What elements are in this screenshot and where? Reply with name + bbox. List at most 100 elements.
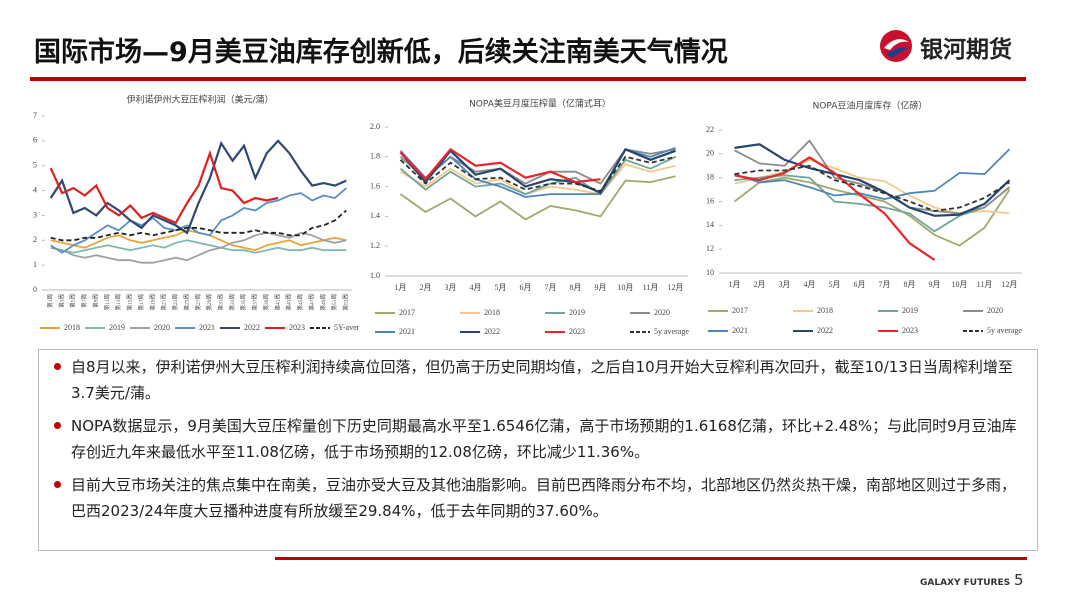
x-tick-label: 第23周 xyxy=(171,294,179,311)
x-tick-label: 第31周 xyxy=(217,294,225,311)
y-tick-label: 6 xyxy=(33,136,37,145)
y-tick-label: 18 xyxy=(706,172,714,181)
x-tick-label: 第41周 xyxy=(273,294,281,311)
x-tick-label: 第35周 xyxy=(239,294,247,311)
x-tick-label: 2月 xyxy=(420,283,432,292)
y-tick-label: 12 xyxy=(706,244,714,253)
x-tick-label: 第43周 xyxy=(285,294,293,311)
legend-label: 2023 xyxy=(569,327,585,336)
y-tick-label: 1 xyxy=(33,260,37,269)
legend-label: 2023 xyxy=(289,323,305,332)
legend-label: 2017 xyxy=(732,306,748,315)
series-line xyxy=(50,187,347,254)
x-tick-label: 第29周 xyxy=(205,294,213,311)
x-tick-label: 第47周 xyxy=(307,294,315,311)
series-line xyxy=(733,176,1011,247)
x-tick-label: 第27周 xyxy=(194,294,202,311)
x-tick-label: 2月 xyxy=(754,280,766,289)
series-line xyxy=(734,156,936,261)
x-tick-label: 第15周 xyxy=(126,294,134,311)
x-tick-label: 1月 xyxy=(729,280,741,289)
x-tick-label: 7月 xyxy=(879,280,891,289)
legend-label: 2019 xyxy=(109,323,125,332)
y-tick-label: 22 xyxy=(706,125,714,134)
page-number: 5 xyxy=(1014,571,1024,589)
y-tick-label: 1.8 xyxy=(370,152,380,161)
x-tick-label: 12月 xyxy=(1002,280,1018,289)
y-tick-label: 16 xyxy=(706,196,714,205)
legend-label: 2018 xyxy=(817,306,833,315)
x-tick-label: 第5周 xyxy=(69,294,77,308)
chart-title: NOPA美豆月度压榨量（亿蒲式耳） xyxy=(469,98,611,110)
legend-label: 2021 xyxy=(199,323,215,332)
logo-mark xyxy=(880,30,912,62)
x-tick-label: 10月 xyxy=(952,280,968,289)
bullet: 目前大豆市场关注的焦点集中在南美，豆油亦受大豆及其他油脂影响。目前巴西降雨分布不… xyxy=(49,472,1027,524)
bullet: 自8月以来，伊利诺伊州大豆压榨利润持续高位回落，但仍高于历史同期均值，之后自10… xyxy=(49,354,1027,406)
legend-label: 2023 xyxy=(902,326,918,335)
series-line xyxy=(399,147,601,184)
legend-label: 2020 xyxy=(987,306,1003,315)
y-tick-label: 10 xyxy=(706,268,714,277)
bottom-rule xyxy=(275,557,1027,560)
y-tick-label: 1.0 xyxy=(370,271,380,280)
y-tick-label: 14 xyxy=(706,220,714,229)
chart-title: 伊利诺伊州大豆压榨利润（美元/蒲） xyxy=(126,94,273,106)
x-tick-label: 8月 xyxy=(904,280,916,289)
x-tick-label: 第45周 xyxy=(296,294,304,311)
chart-title: NOPA豆油月度库存（亿磅） xyxy=(813,100,928,112)
legend-label: 2018 xyxy=(64,323,80,332)
text-box: 自8月以来，伊利诺伊州大豆压榨利润持续高位回落，但仍高于历史同期均值，之后自10… xyxy=(38,349,1038,551)
x-tick-label: 9月 xyxy=(929,280,941,289)
x-tick-label: 第19周 xyxy=(148,294,156,311)
x-tick-label: 1月 xyxy=(395,283,407,292)
y-tick-label: 1.2 xyxy=(370,241,380,250)
legend-label: 2019 xyxy=(569,308,585,317)
x-tick-label: 第21周 xyxy=(160,294,168,311)
x-tick-label: 第17周 xyxy=(137,294,145,311)
x-tick-label: 第37周 xyxy=(251,294,259,311)
series-line xyxy=(50,209,347,242)
x-tick-label: 11月 xyxy=(977,280,993,289)
x-tick-label: 3月 xyxy=(779,280,791,289)
series-line xyxy=(399,155,676,196)
bullet: NOPA数据显示，9月美国大豆压榨量创下历史同期最高水平至1.6546亿蒲，高于… xyxy=(49,413,1027,465)
legend-label: 2022 xyxy=(484,327,500,336)
y-tick-label: 7 xyxy=(33,111,37,120)
x-tick-label: 第7周 xyxy=(80,294,88,308)
y-tick-label: 1.6 xyxy=(370,181,380,190)
x-tick-label: 第9周 xyxy=(91,294,99,308)
x-tick-label: 6月 xyxy=(854,280,866,289)
y-tick-label: 0 xyxy=(33,285,37,294)
y-tick-label: 2 xyxy=(33,235,37,244)
legend-label: 2020 xyxy=(654,308,670,317)
x-tick-label: 第25周 xyxy=(182,294,190,311)
y-tick-label: 4 xyxy=(33,185,37,194)
x-tick-label: 12月 xyxy=(668,283,684,292)
x-tick-label: 第49周 xyxy=(319,294,327,311)
legend-label: 2022 xyxy=(244,323,260,332)
legend-label: 5y average xyxy=(654,327,689,336)
x-tick-label: 8月 xyxy=(570,283,582,292)
legend-label: 2021 xyxy=(732,326,748,335)
logo-text: 银河期货 xyxy=(920,37,1012,63)
y-tick-label: 1.4 xyxy=(370,211,380,220)
x-tick-label: 3月 xyxy=(445,283,457,292)
series-line xyxy=(399,147,676,194)
y-tick-label: 2.0 xyxy=(370,122,380,131)
x-tick-label: 第1周 xyxy=(46,294,54,308)
series-line xyxy=(49,139,347,235)
x-tick-label: 第33周 xyxy=(228,294,236,311)
series-line xyxy=(49,149,279,225)
x-tick-label: 11月 xyxy=(643,283,659,292)
series-line xyxy=(734,174,1011,233)
y-tick-label: 5 xyxy=(33,161,37,170)
series-line xyxy=(50,239,347,254)
x-tick-label: 第3周 xyxy=(57,294,65,308)
x-tick-label: 4月 xyxy=(804,280,816,289)
series-line xyxy=(400,163,676,196)
x-tick-label: 第53周 xyxy=(342,294,350,311)
legend-label: 2020 xyxy=(154,323,170,332)
series-line xyxy=(399,155,676,193)
